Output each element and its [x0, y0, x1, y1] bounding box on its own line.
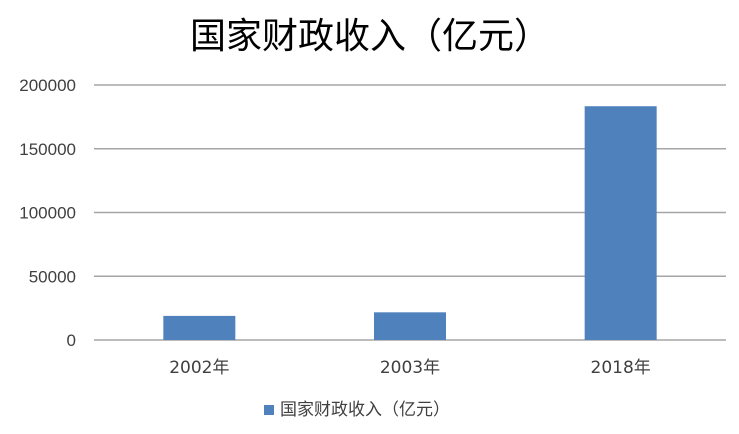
chart-title: 国家财政收入（亿元）: [190, 16, 550, 57]
bar-1: [374, 312, 446, 340]
legend: 国家财政收入（亿元）: [264, 400, 450, 420]
y-tick-label: 50000: [29, 267, 76, 286]
bar-2: [584, 106, 657, 340]
y-tick-label: 200000: [19, 76, 76, 95]
x-tick-label: 2003年: [380, 358, 440, 378]
legend-swatch: [264, 405, 274, 415]
y-tick-label: 150000: [19, 140, 76, 159]
x-axis-ticks: 2002年 2003年 2018年: [169, 358, 651, 378]
x-tick-label: 2002年: [169, 358, 229, 378]
y-tick-label: 0: [67, 331, 76, 350]
bar-0: [163, 315, 236, 340]
x-tick-label: 2018年: [591, 358, 651, 378]
y-tick-label: 100000: [19, 204, 76, 223]
legend-label: 国家财政收入（亿元）: [280, 400, 450, 420]
y-axis-ticks: 0 50000 100000 150000 200000: [19, 76, 76, 350]
bars: [163, 106, 657, 340]
